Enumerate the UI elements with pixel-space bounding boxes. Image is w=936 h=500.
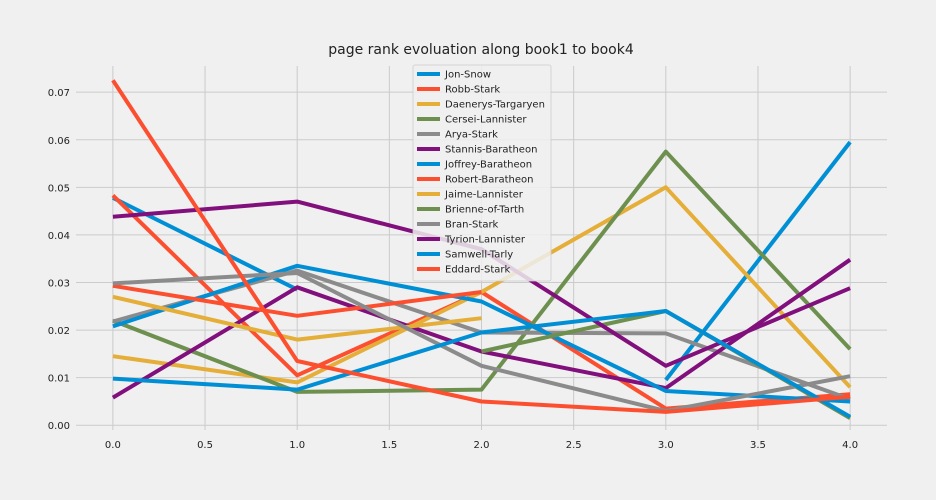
x-tick-label: 4.0 [842,440,858,451]
x-tick-label: 2.5 [566,440,582,451]
legend-label: Jaime-Lannister [444,190,524,201]
legend-label: Stannis-Baratheon [445,145,537,156]
legend-label: Cersei-Lannister [445,115,527,126]
y-tick-label: 0.04 [48,231,70,242]
tick-labels: 0.0 0.5 1.0 1.5 2.0 2.5 3.0 3.5 4.0 0.00 0.01 0.02 0… [48,88,858,451]
x-tick-label: 1.5 [381,440,397,451]
legend: Jon-Snow Robb-Stark Daenerys-Targaryen Cers… [412,64,552,282]
legend-label: Robert-Baratheon [445,175,534,186]
series-line-eddard-stark [111,79,851,414]
series-line-jaime-lannister [112,294,482,342]
legend-label: Tyrion-Lannister [444,235,526,246]
y-tick-label: 0.07 [48,88,70,99]
x-tick-label: 2.0 [474,440,490,451]
x-tick-label: 0.5 [197,440,213,451]
y-tick-label: 0.02 [48,326,70,337]
x-tick-label: 1.0 [289,440,305,451]
legend-label: Brienne-of-Tarth [445,205,524,216]
legend-label: Samwell-Tarly [445,250,513,261]
legend-label: Jon-Snow [444,70,491,81]
series-lines [111,79,852,420]
legend-label: Daenerys-Targaryen [445,100,545,111]
legend-label: Eddard-Stark [445,265,511,276]
legend-label: Arya-Stark [445,130,498,141]
y-tick-label: 0.05 [48,183,70,194]
legend-label: Joffrey-Baratheon [444,160,532,171]
series-line-cersei-lannister [112,149,852,394]
y-tick-label: 0.00 [48,421,70,432]
y-tick-label: 0.03 [48,278,70,289]
series-line-joffrey-baratheon [112,263,851,404]
x-tick-label: 0.0 [105,440,121,451]
x-tick-label: 3.5 [750,440,766,451]
series-line-bran-stark [112,271,851,413]
series-line-samwell-tarly [112,309,852,419]
x-tick-label: 3.0 [658,440,674,451]
legend-label: Bran-Stark [445,220,499,231]
chart-title: page rank evoluation along book1 to book… [328,42,634,58]
series-line-jon-snow [664,140,852,382]
series-line-robert-baratheon [112,283,482,318]
legend-label: Robb-Stark [445,85,500,96]
y-tick-label: 0.06 [48,136,70,147]
legend-box [412,64,552,282]
y-tick-label: 0.01 [48,374,70,385]
